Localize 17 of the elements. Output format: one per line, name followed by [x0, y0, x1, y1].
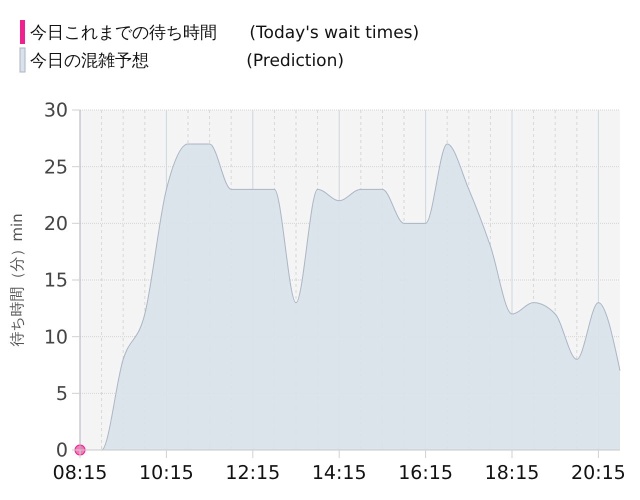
y-tick-label: 25: [44, 156, 68, 178]
y-tick-label: 30: [44, 100, 68, 122]
x-tick-label: 16:15: [398, 462, 453, 484]
y-tick-label: 10: [44, 326, 68, 348]
y-tick-label: 15: [44, 270, 68, 292]
y-tick-label: 5: [56, 382, 68, 405]
legend-label: 今日の混雑予想 (Prediction): [30, 51, 344, 71]
x-tick-label: 18:15: [484, 462, 540, 484]
x-tick-label: 12:15: [225, 462, 280, 484]
x-tick-label: 10:15: [139, 462, 194, 484]
x-tick-label: 08:15: [52, 462, 108, 484]
x-tick-label: 14:15: [312, 462, 367, 484]
y-tick-label: 20: [44, 212, 68, 235]
y-axis-title: 待ち時間（分）min: [8, 213, 26, 347]
y-tick-label: 0: [56, 440, 68, 462]
x-tick-label: 20:15: [571, 462, 626, 484]
legend-label: 今日これまでの待ち時間 (Today's wait times): [30, 23, 420, 43]
